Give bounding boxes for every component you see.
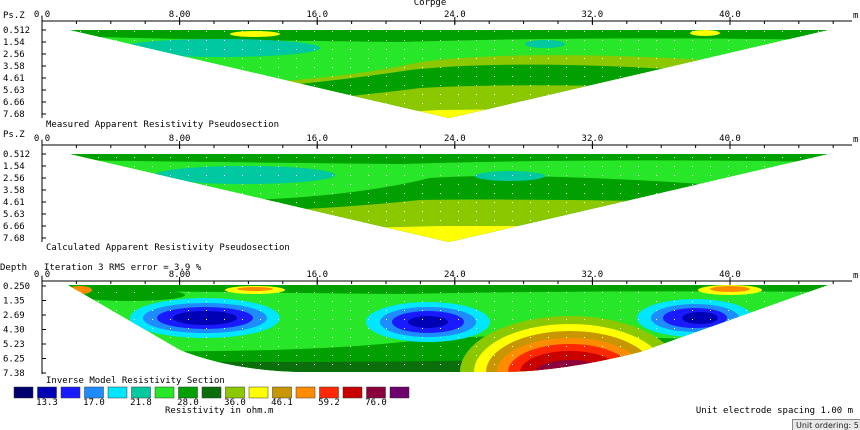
y-tick-label: 0.512	[3, 150, 30, 160]
x-tick-label: 16.0	[306, 270, 328, 280]
x-tick-label: 8.00	[169, 10, 191, 20]
x-tick-label: 0.0	[34, 134, 50, 144]
x-tick-label: 24.0	[444, 270, 466, 280]
calculated-title: Calculated Apparent Resistivity Pseudose…	[46, 243, 290, 253]
axis-y-calculated: Ps.Z 0.512 1.54 2.56 3.58 4.61 5.63 6.66 7.68	[3, 130, 46, 244]
color-legend: 13.3 17.0 21.8 28.0 36.0 46.1 59.2 76.0 Resisti…	[13, 386, 410, 416]
legend-swatch	[107, 386, 128, 399]
y-tick-label: 3.58	[3, 62, 25, 72]
x-tick-label: 8.00	[169, 134, 191, 144]
status-text: Unit ordering: 51	[796, 421, 860, 430]
measured-panel: 0.0 8.00 16.0 24.0 32.0 40.0 m Ps.Z 0.512 1.54…	[3, 10, 858, 130]
legend-swatch	[201, 386, 222, 399]
x-tick-label: 0.0	[34, 10, 50, 20]
axis-x-measured: 0.0 8.00 16.0 24.0 32.0 40.0 m	[34, 10, 858, 25]
iteration-text: Iteration 3 RMS error = 3.9 %	[44, 263, 202, 273]
y-tick-label: 6.25	[3, 355, 25, 365]
y-tick-label: 3.58	[3, 186, 25, 196]
header-title: Corрge	[414, 0, 447, 8]
x-tick-label: 0.0	[34, 270, 50, 280]
y-tick-label: 1.54	[3, 38, 25, 48]
legend-label: 59.2	[318, 398, 340, 408]
legend-swatch	[319, 386, 339, 399]
legend-swatch	[225, 386, 245, 399]
electrode-spacing-label: Unit electrode spacing 1.00 m	[696, 406, 853, 416]
x-unit-label: m	[853, 271, 858, 281]
legend-swatch	[248, 386, 269, 399]
x-tick-label: 32.0	[582, 134, 604, 144]
legend-swatch	[154, 386, 175, 399]
y-tick-label: 6.66	[3, 222, 25, 232]
y-tick-label: 5.63	[3, 86, 25, 96]
resistivity-unit-label: Resistivity in ohm.m	[165, 406, 273, 416]
y-tick-label: 1.35	[3, 297, 25, 307]
y-axis-label: Ps.Z	[3, 11, 25, 21]
legend-swatch	[389, 386, 410, 399]
legend-swatch	[37, 386, 57, 399]
y-tick-label: 1.54	[3, 162, 25, 172]
x-tick-label: 32.0	[582, 270, 604, 280]
x-tick-label: 32.0	[582, 10, 604, 20]
legend-label: 46.1	[271, 398, 293, 408]
measured-title: Measured Apparent Resistivity Pseudosect…	[46, 120, 279, 130]
axis-y-inverse: Depth 0.250 1.35 2.69 4.30 5.23 6.25 7.38	[0, 263, 46, 379]
legend-swatch	[84, 386, 104, 399]
y-tick-label: 6.66	[3, 98, 25, 108]
y-tick-label: 7.38	[3, 369, 25, 379]
x-tick-label: 16.0	[306, 10, 328, 20]
y-tick-label: 7.68	[3, 234, 25, 244]
inverse-panel: Iteration 3 RMS error = 3.9 % 0.0 8.00 16.…	[0, 263, 858, 386]
legend-label: 36.0	[224, 398, 246, 408]
x-tick-label: 24.0	[444, 134, 466, 144]
axis-x-calculated: 0.0 8.00 16.0 24.0 32.0 40.0 m	[34, 134, 858, 149]
x-tick-label: 40.0	[719, 270, 741, 280]
legend-label: 17.0	[83, 398, 105, 408]
measured-pseudosection	[70, 30, 828, 118]
legend-swatch	[342, 386, 363, 399]
x-tick-label: 40.0	[719, 134, 741, 144]
y-tick-label: 0.512	[3, 26, 30, 36]
x-tick-label: 40.0	[719, 10, 741, 20]
axis-x-inverse: 0.0 8.00 16.0 24.0 32.0 40.0 m	[34, 270, 858, 285]
x-unit-label: m	[853, 11, 858, 21]
legend-label: 76.0	[365, 398, 387, 408]
x-unit-label: m	[853, 135, 858, 145]
legend-swatch	[13, 386, 34, 399]
legend-label: 21.8	[130, 398, 152, 408]
status-panel: Unit ordering: 51	[792, 419, 860, 430]
y-tick-label: 7.68	[3, 110, 25, 120]
y-tick-label: 5.23	[3, 340, 25, 350]
x-tick-label: 16.0	[306, 134, 328, 144]
y-tick-label: 0.250	[3, 282, 30, 292]
y-tick-label: 2.69	[3, 311, 25, 321]
legend-swatch	[178, 386, 198, 399]
legend-label: 28.0	[177, 398, 199, 408]
legend-swatch	[295, 386, 316, 399]
y-axis-label: Ps.Z	[3, 130, 25, 140]
y-tick-label: 4.61	[3, 74, 25, 84]
y-tick-label: 2.56	[3, 50, 25, 60]
x-tick-label: 24.0	[444, 10, 466, 20]
legend-swatch	[366, 386, 386, 399]
x-tick-label: 8.00	[169, 270, 191, 280]
legend-swatch	[60, 386, 81, 399]
y-tick-label: 5.63	[3, 210, 25, 220]
y-tick-label: 4.61	[3, 198, 25, 208]
y-axis-label: Depth	[0, 263, 27, 273]
legend-label: 13.3	[36, 398, 58, 408]
calculated-pseudosection	[70, 154, 828, 242]
legend-swatch	[272, 386, 292, 399]
inverse-title: Inverse Model Resistivity Section	[46, 376, 225, 386]
y-tick-label: 2.56	[3, 174, 25, 184]
y-tick-label: 4.30	[3, 326, 25, 336]
axis-y-measured: Ps.Z 0.512 1.54 2.56 3.58 4.61 5.63 6.66 7.68	[3, 11, 46, 120]
legend-swatch	[131, 386, 151, 399]
calculated-panel: 0.0 8.00 16.0 24.0 32.0 40.0 m Ps.Z 0.512 1.54…	[3, 130, 858, 253]
